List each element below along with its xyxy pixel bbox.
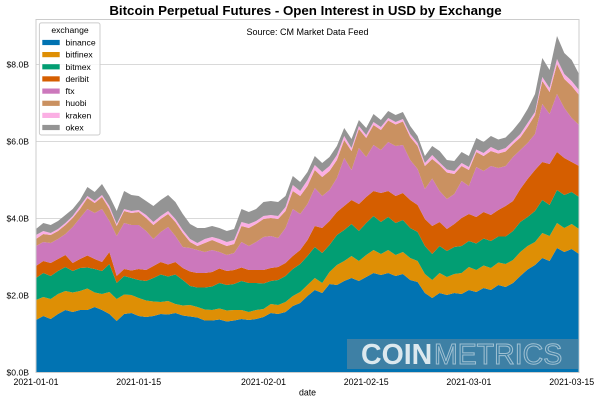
svg-text:exchange: exchange (51, 25, 88, 35)
svg-text:Bitcoin Perpetual Futures - Op: Bitcoin Perpetual Futures - Open Interes… (109, 3, 501, 18)
svg-text:$0.0B: $0.0B (7, 368, 30, 378)
svg-text:huobi: huobi (66, 98, 87, 108)
svg-text:okex: okex (66, 123, 85, 133)
svg-text:METRICS: METRICS (434, 339, 562, 371)
svg-text:$8.0B: $8.0B (7, 60, 30, 70)
svg-text:2021-03-15: 2021-03-15 (549, 377, 594, 387)
svg-text:2021-01-15: 2021-01-15 (116, 377, 161, 387)
svg-text:$6.0B: $6.0B (7, 137, 30, 147)
svg-text:ftx: ftx (66, 86, 76, 96)
svg-text:Source: CM Market Data Feed: Source: CM Market Data Feed (246, 27, 368, 37)
svg-text:deribit: deribit (66, 74, 90, 84)
svg-text:2021-02-01: 2021-02-01 (241, 377, 286, 387)
svg-text:binance: binance (66, 38, 96, 48)
svg-text:2021-03-01: 2021-03-01 (446, 377, 491, 387)
svg-text:bitfinex: bitfinex (66, 50, 94, 60)
svg-text:2021-02-15: 2021-02-15 (344, 377, 389, 387)
svg-text:$2.0B: $2.0B (7, 291, 30, 301)
svg-text:kraken: kraken (66, 110, 92, 120)
svg-text:2021-01-01: 2021-01-01 (14, 377, 59, 387)
svg-text:$4.0B: $4.0B (7, 214, 30, 224)
svg-text:COIN: COIN (361, 339, 432, 371)
svg-text:date: date (299, 388, 316, 398)
svg-text:bitmex: bitmex (66, 62, 92, 72)
